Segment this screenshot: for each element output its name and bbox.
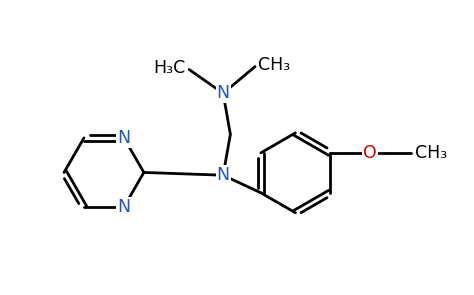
Text: N: N <box>118 129 130 147</box>
Text: N: N <box>217 166 230 184</box>
Text: N: N <box>217 84 230 102</box>
Text: CH₃: CH₃ <box>258 56 291 74</box>
Text: CH₃: CH₃ <box>415 144 447 162</box>
Text: N: N <box>118 198 130 216</box>
Text: H₃C: H₃C <box>154 59 186 77</box>
Text: O: O <box>363 144 377 162</box>
